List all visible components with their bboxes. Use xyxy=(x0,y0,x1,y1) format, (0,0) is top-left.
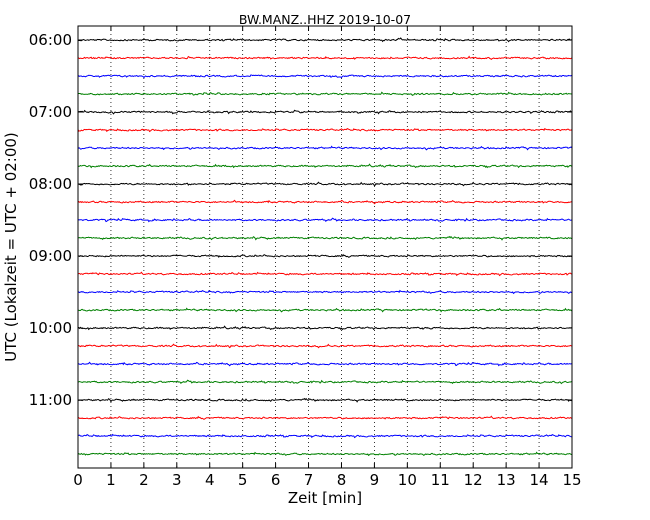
y-tick-label: 09:00 xyxy=(29,247,72,265)
seismic-trace xyxy=(77,451,573,457)
x-tick-label: 5 xyxy=(238,471,248,489)
seismic-trace xyxy=(77,163,573,169)
seismic-trace xyxy=(77,397,573,403)
x-tick-label: 9 xyxy=(370,471,380,489)
x-axis-ticks: 0 1 2 3 4 5 6 7 8 9 10 11 12 13 14 15 xyxy=(73,26,582,489)
y-tick-label: 06:00 xyxy=(29,31,72,49)
x-tick-label: 13 xyxy=(497,471,516,489)
seismic-trace xyxy=(77,199,573,205)
y-tick-label: 08:00 xyxy=(29,175,72,193)
x-tick-label: 3 xyxy=(172,471,182,489)
seismic-trace xyxy=(77,415,573,421)
seismic-trace xyxy=(77,55,573,60)
grid xyxy=(110,26,540,468)
seismic-trace xyxy=(77,109,573,115)
seismic-trace xyxy=(77,433,573,439)
x-tick-label: 1 xyxy=(106,471,116,489)
y-tick-label: 10:00 xyxy=(29,319,72,337)
seismic-trace xyxy=(78,91,573,97)
x-tick-label: 0 xyxy=(73,471,83,489)
seismic-trace xyxy=(77,253,573,259)
seismic-trace xyxy=(77,37,573,43)
seismic-trace xyxy=(77,379,573,385)
x-tick-label: 8 xyxy=(337,471,347,489)
seismic-trace xyxy=(77,181,573,187)
x-tick-label: 6 xyxy=(271,471,281,489)
seismic-trace xyxy=(77,217,573,223)
x-tick-label: 14 xyxy=(530,471,549,489)
seismic-trace xyxy=(77,361,573,367)
traces xyxy=(77,37,573,457)
seismic-trace xyxy=(77,271,573,277)
x-tick-label: 11 xyxy=(431,471,450,489)
x-tick-label: 2 xyxy=(139,471,149,489)
plot-frame xyxy=(77,25,573,469)
seismic-trace xyxy=(77,145,573,151)
seismic-trace xyxy=(77,343,573,349)
y-axis-label: UTC (Lokalzeit = UTC + 02:00) xyxy=(2,132,20,362)
seismic-trace xyxy=(77,74,573,79)
x-tick-label: 7 xyxy=(304,471,314,489)
y-axis-ticks: 06:00 07:00 08:00 09:00 10:00 11:00 xyxy=(29,31,572,409)
chart-title: BW.MANZ..HHZ 2019-10-07 xyxy=(239,12,411,27)
y-tick-label: 07:00 xyxy=(29,103,72,121)
seismic-trace xyxy=(77,235,573,241)
x-tick-label: 15 xyxy=(562,471,581,489)
x-tick-label: 12 xyxy=(464,471,483,489)
seismic-trace xyxy=(77,307,573,313)
y-tick-label: 11:00 xyxy=(29,391,72,409)
seismic-trace xyxy=(77,289,573,295)
x-tick-label: 10 xyxy=(398,471,417,489)
seismic-trace xyxy=(77,127,573,133)
x-axis-label: Zeit [min] xyxy=(288,489,362,507)
seismic-trace xyxy=(77,325,573,331)
x-tick-label: 4 xyxy=(205,471,215,489)
